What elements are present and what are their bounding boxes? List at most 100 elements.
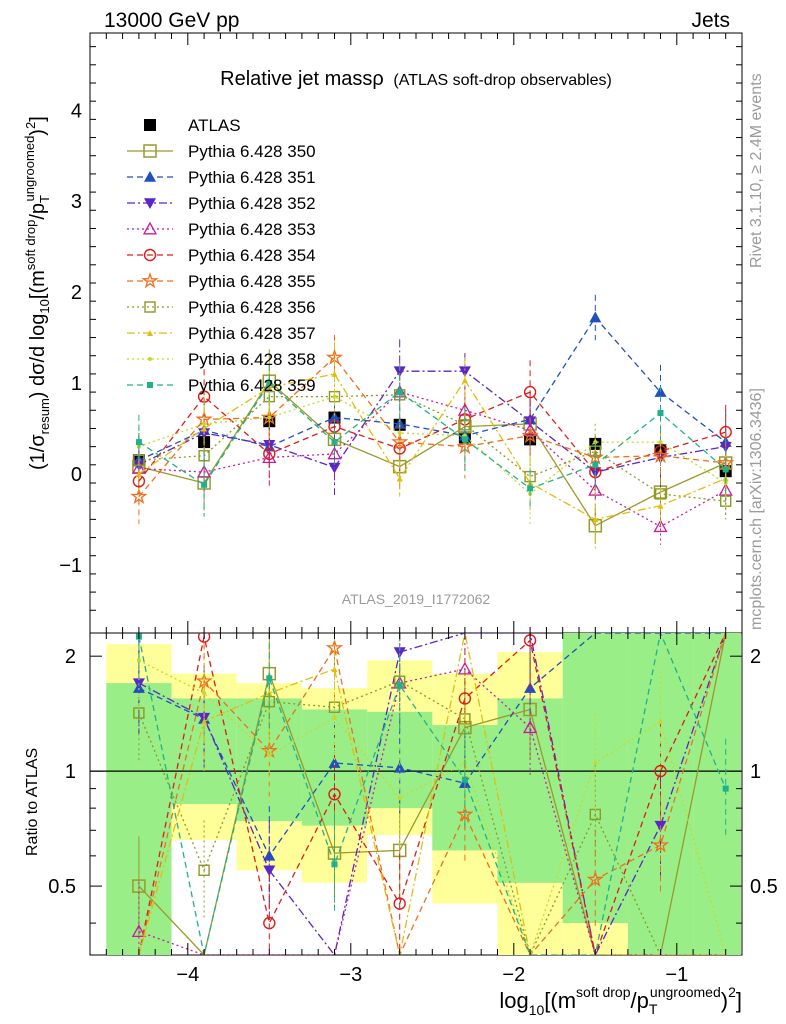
main-series-clip <box>130 294 735 552</box>
ratio-point <box>397 796 402 801</box>
legend-label: ATLAS <box>188 116 241 135</box>
ratio-point <box>331 861 338 868</box>
ratio-point <box>197 633 211 643</box>
chart-title: Relative jet massρ (ATLAS soft-drop obse… <box>220 68 612 90</box>
analysis-tag: ATLAS_2019_I1772062 <box>342 591 491 607</box>
x-tick-label: −1 <box>665 964 688 986</box>
ratio-y-tick-label-right: 0.5 <box>750 876 778 898</box>
legend-marker <box>141 271 159 289</box>
legend-label: Pythia 6.428 356 <box>188 298 316 317</box>
data-point <box>592 516 599 523</box>
y-tick-label: 3 <box>71 191 82 213</box>
legend-item: ATLAS <box>144 116 241 135</box>
data-point <box>592 461 599 468</box>
ratio-y-axis-label: Ratio to ATLAS <box>24 748 41 856</box>
ratio-point <box>458 692 472 705</box>
ratio-point <box>201 718 208 725</box>
legend-item: Pythia 6.428 354 <box>127 246 316 265</box>
header-left: 13000 GeV pp <box>104 9 239 32</box>
ratio-series-9 <box>135 633 729 955</box>
x-tick-label: −4 <box>176 964 199 986</box>
ratio-y-tick-label: 2 <box>65 646 76 668</box>
legend-marker <box>143 144 157 158</box>
legend: ATLAS Pythia 6.428 350 Pythia 6.428 351 Pyt… <box>127 116 316 395</box>
series-8 <box>135 342 729 552</box>
ratio-point <box>198 864 210 876</box>
x-axis-label: log10[(msoft drop/pTungroomed)2] <box>499 984 742 1018</box>
x-tick-label: −2 <box>502 964 525 986</box>
data-point <box>651 446 670 464</box>
ratio-line <box>138 633 727 955</box>
data-point <box>653 519 668 533</box>
legend-item: Pythia 6.428 352 <box>127 194 316 213</box>
series-line <box>138 370 726 473</box>
legend-marker <box>147 382 153 388</box>
legend-label: Pythia 6.428 351 <box>188 168 316 187</box>
legend-item: Pythia 6.428 351 <box>127 168 316 187</box>
data-point <box>328 411 341 423</box>
ratio-y-tick-label: 1 <box>65 761 76 783</box>
legend-label: Pythia 6.428 352 <box>188 194 316 213</box>
ratio-line <box>138 633 727 955</box>
data-point <box>135 439 142 446</box>
data-point <box>461 377 468 384</box>
ratio-point <box>393 761 406 773</box>
legend-item: Pythia 6.428 353 <box>127 220 316 239</box>
legend-label: Pythia 6.428 357 <box>188 324 316 343</box>
ratio-point <box>131 924 147 938</box>
y-tick-label: 0 <box>71 464 82 486</box>
ratio-point <box>654 764 667 778</box>
legend-item: Pythia 6.428 356 <box>127 298 316 317</box>
ratio-band-green <box>693 633 741 955</box>
legend-label: Pythia 6.428 350 <box>188 142 316 161</box>
data-point <box>202 421 207 426</box>
data-point <box>327 446 342 460</box>
ratio-line <box>138 680 726 955</box>
ratio-point <box>461 776 468 783</box>
legend-item: Pythia 6.428 359 <box>127 376 316 395</box>
legend-item: Pythia 6.428 355 <box>127 271 316 291</box>
legend-item: Pythia 6.428 357 <box>127 324 316 343</box>
series-line <box>138 382 727 490</box>
series-line <box>138 395 727 495</box>
data-point <box>267 415 272 420</box>
series-line <box>138 380 726 527</box>
ratio-point <box>263 916 276 930</box>
ratio-line <box>138 633 727 955</box>
data-point <box>722 466 729 473</box>
legend-marker <box>147 330 153 336</box>
side-text-top: Rivet 3.1.10, ≥ 2.4M events <box>748 73 765 268</box>
series-line <box>138 316 727 461</box>
data-point <box>263 447 276 461</box>
ratio-y-tick-label: 0.5 <box>48 876 76 898</box>
ratio-point <box>202 691 207 696</box>
data-point <box>657 410 664 416</box>
data-point <box>521 426 539 444</box>
ratio-point <box>722 785 729 792</box>
x-tick-label: −3 <box>339 964 362 986</box>
legend-item: Pythia 6.428 358 <box>127 350 316 369</box>
ratio-point <box>266 675 273 682</box>
ratio-point <box>263 865 276 877</box>
data-point <box>266 380 273 386</box>
legend-marker <box>144 198 156 209</box>
legend-marker <box>143 248 157 262</box>
y-tick-label: −1 <box>59 555 82 577</box>
data-point <box>331 439 338 446</box>
ratio-series <box>131 633 729 955</box>
main-y-axis-label: (1/σresum) dσ/d log10[(msoft drop/pTungr… <box>22 116 52 470</box>
legend-marker <box>142 221 158 235</box>
data-point <box>332 394 337 399</box>
data-point <box>396 389 403 396</box>
ratio-point <box>393 647 406 659</box>
ratio-point <box>651 836 670 853</box>
legend-label: Pythia 6.428 359 <box>188 376 316 395</box>
data-point <box>201 481 208 488</box>
legend-marker <box>144 171 156 182</box>
ratio-point <box>328 788 341 801</box>
ratio-point <box>456 805 474 822</box>
legend-label: Pythia 6.428 355 <box>188 272 316 291</box>
ratio-point <box>393 897 406 910</box>
data-point <box>657 502 664 509</box>
